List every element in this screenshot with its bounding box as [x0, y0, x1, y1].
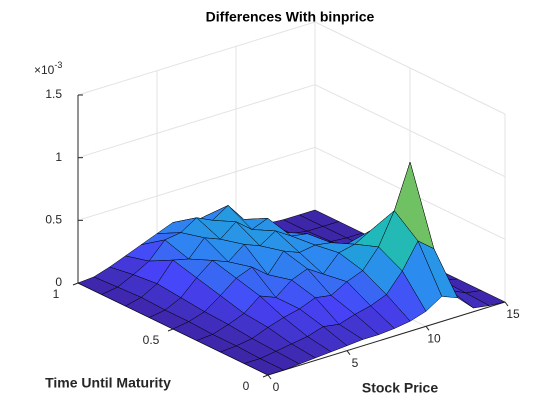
- exponent-base: ×10: [34, 63, 55, 77]
- grid-line: [314, 21, 506, 115]
- x-tick-label: 5: [352, 356, 359, 370]
- y-tick: [72, 282, 79, 286]
- y-axis-label: Time Until Maturity: [45, 375, 171, 391]
- x-tick: [267, 374, 272, 380]
- y-tick: [167, 328, 174, 332]
- x-tick-label: 15: [506, 307, 520, 321]
- grid-line: [77, 146, 316, 221]
- z-exponent: ×10-3: [34, 60, 62, 77]
- z-tick-label: 0.5: [45, 213, 62, 227]
- grid-line: [314, 84, 506, 178]
- exponent-power: -3: [54, 60, 62, 70]
- z-tick-label: 1: [55, 150, 62, 164]
- x-axis-label: Stock Price: [362, 380, 438, 396]
- y-tick-label: 0: [243, 379, 250, 393]
- x-tick: [346, 350, 351, 355]
- grid-line: [77, 84, 316, 159]
- y-tick-label: 1: [53, 287, 60, 301]
- z-tick-label: 1.5: [45, 87, 62, 101]
- x-tick-label: 0: [273, 380, 280, 394]
- x-axis: [267, 301, 506, 376]
- surface-face: [244, 358, 285, 376]
- x-tick: [425, 326, 430, 331]
- y-tick: [262, 374, 269, 378]
- z-tick-label: 0: [55, 275, 62, 289]
- chart-title: Differences With binprice: [206, 9, 375, 25]
- y-tick-label: 0.5: [143, 333, 160, 347]
- x-tick: [504, 301, 509, 307]
- x-tick-label: 10: [427, 332, 441, 346]
- grid-line: [77, 21, 316, 96]
